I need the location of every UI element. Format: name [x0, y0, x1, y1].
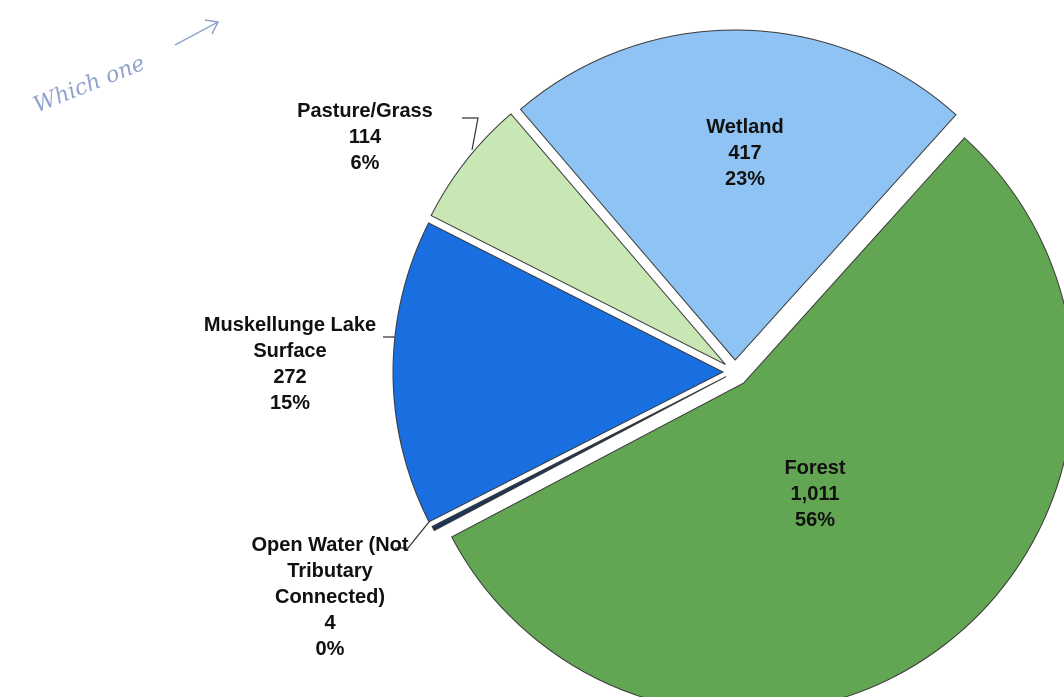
leader-line [462, 117, 479, 151]
slice-label: Open Water (Not Tributary Connected) 4 0% [250, 532, 410, 662]
leader-line [395, 511, 438, 549]
slice-label: Forest 1,011 56% [745, 455, 885, 533]
slice-label: Wetland 417 23% [665, 114, 825, 192]
value-label: 272 [273, 366, 307, 388]
category-label: Open Water (Not Tributary Connected) [251, 534, 409, 608]
percent-label: 15% [269, 392, 311, 414]
pie-slice [392, 222, 725, 523]
annotation-arrow [174, 19, 220, 46]
pie-slice [430, 113, 726, 366]
category-label: Pasture/Grass [297, 100, 433, 122]
pie-slice [451, 137, 1064, 697]
percent-label: 23% [724, 168, 766, 190]
percent-label: 0% [315, 638, 345, 660]
category-label: Muskellunge Lake Surface [203, 314, 377, 362]
slice-label: Muskellunge Lake Surface 272 15% [185, 312, 395, 416]
value-label: 1,011 [790, 483, 840, 505]
pie-slice [519, 29, 957, 361]
value-label: 4 [324, 612, 336, 634]
pie-slice [431, 376, 727, 532]
slice-label: Pasture/Grass 114 6% [265, 98, 465, 176]
percent-label: 56% [794, 509, 836, 531]
percent-label: 6% [350, 152, 380, 174]
category-label: Forest [784, 457, 846, 479]
value-label: 417 [728, 142, 762, 164]
category-label: Wetland [706, 116, 784, 138]
value-label: 114 [348, 126, 382, 148]
